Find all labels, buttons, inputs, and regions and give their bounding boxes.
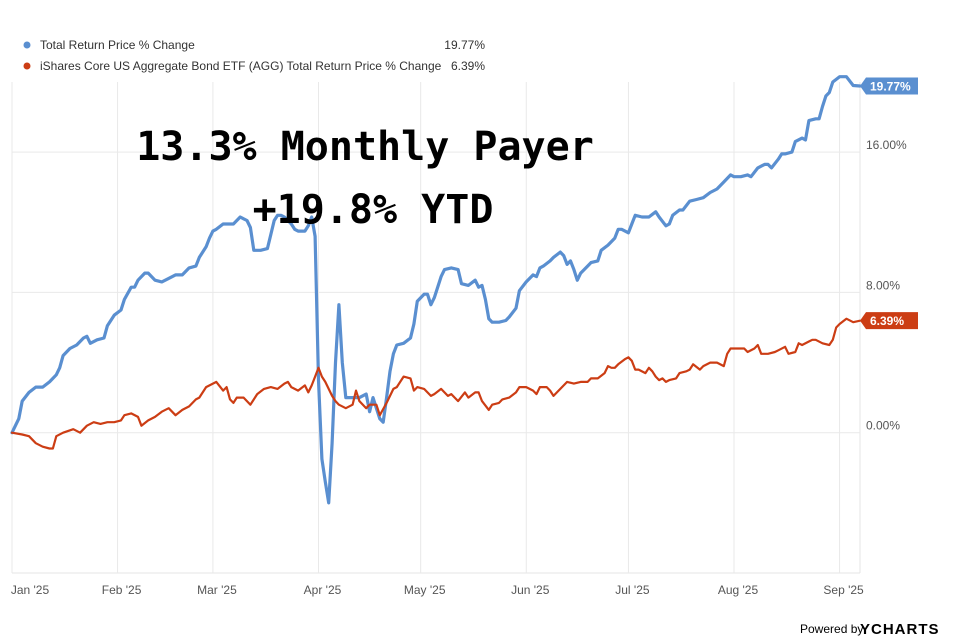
end-value-labels: 19.77% 6.39%: [860, 77, 918, 330]
legend-label-series-2: iShares Core US Aggregate Bond ETF (AGG)…: [40, 59, 442, 73]
annotation-monthly-payer: 13.3% Monthly Payer: [136, 124, 594, 170]
series-line-1: [10, 75, 862, 505]
series-line-2: [10, 317, 862, 450]
end-label-2: 6.39%: [870, 314, 904, 328]
end-label-box-2: [860, 312, 918, 330]
legend-marker-series-1: [23, 41, 31, 49]
annotation-ytd: +19.8% YTD: [253, 187, 494, 233]
end-label-box-1: [860, 77, 918, 95]
legend-value-series-2: 6.39%: [451, 59, 485, 73]
y-axis-tick-labels: 0.00% 8.00% 16.00%: [866, 138, 907, 433]
x-tick-label: Jun '25: [511, 583, 550, 597]
series-lines: [10, 75, 862, 505]
legend-marker-series-2: [23, 62, 31, 70]
legend-value-series-1: 19.77%: [444, 38, 485, 52]
x-tick-label: Aug '25: [718, 583, 759, 597]
x-tick-label: Jan '25: [11, 583, 50, 597]
legend: Total Return Price % Change 19.77% iShar…: [23, 38, 485, 73]
branding: Powered by YCHARTS: [800, 621, 940, 638]
x-tick-label: May '25: [404, 583, 446, 597]
end-label-1: 19.77%: [870, 80, 911, 94]
x-tick-label: Jul '25: [615, 583, 650, 597]
y-tick-label: 16.00%: [866, 138, 907, 152]
x-tick-label: Apr '25: [304, 583, 342, 597]
x-tick-label: Sep '25: [823, 583, 864, 597]
x-axis-tick-labels: Jan '25 Feb '25 Mar '25 Apr '25 May '25 Jun '…: [11, 583, 864, 597]
x-tick-label: Feb '25: [102, 583, 142, 597]
x-tick-label: Mar '25: [197, 583, 237, 597]
ycharts-logo: YCHARTS: [860, 621, 940, 638]
legend-label-series-1: Total Return Price % Change: [40, 38, 195, 52]
y-tick-label: 8.00%: [866, 278, 900, 292]
powered-by-label: Powered by: [800, 622, 863, 636]
y-tick-label: 0.00%: [866, 419, 900, 433]
